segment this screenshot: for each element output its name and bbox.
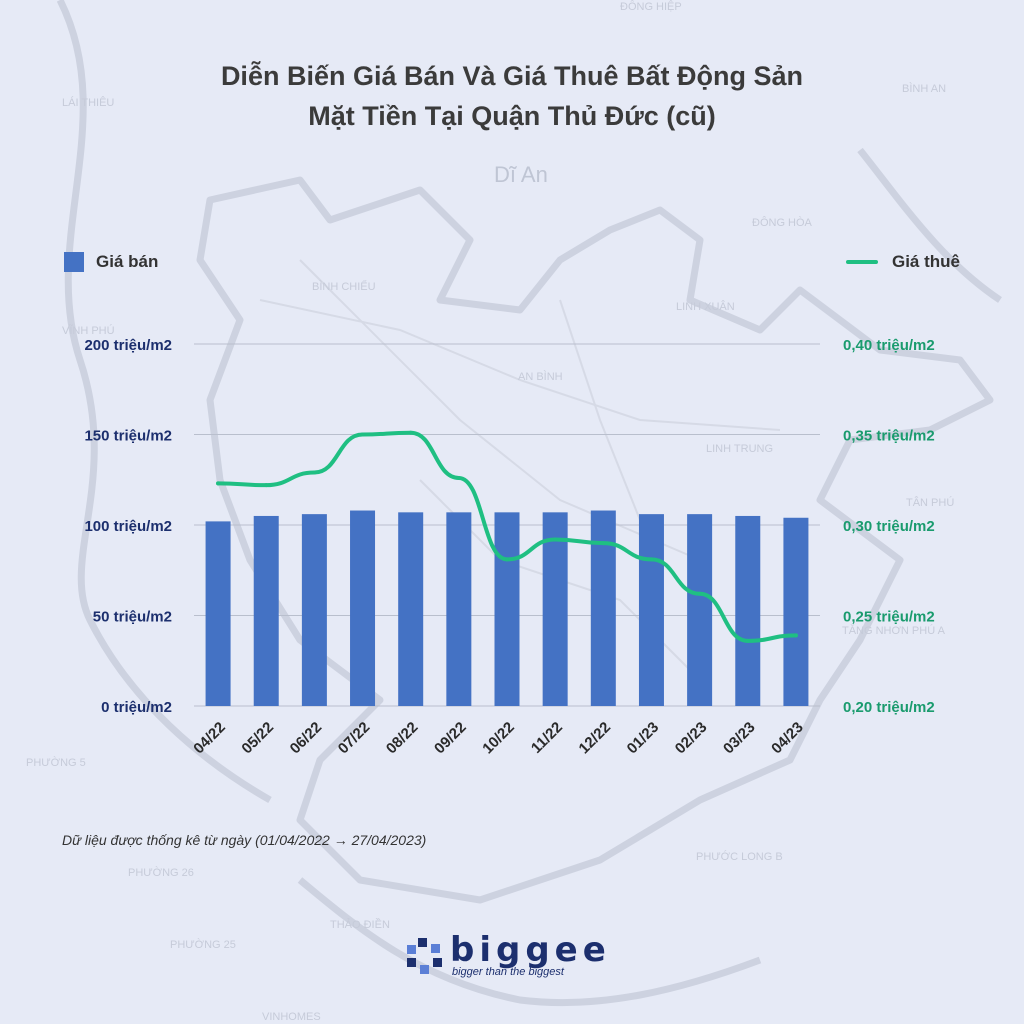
- chart-title-line1: Diễn Biến Giá Bán Và Giá Thuê Bất Động S…: [220, 61, 804, 91]
- right-axis-tick-label: 0,20 triệu/m2: [843, 699, 935, 716]
- x-axis-tick-label: 01/23: [624, 719, 663, 758]
- bar: [494, 512, 520, 706]
- map-label: LINH TRUNG: [706, 443, 773, 455]
- line-point: [745, 638, 750, 643]
- map-label: BÌNH AN: [902, 82, 946, 95]
- legend-line: Giá thuê: [845, 252, 960, 272]
- logo-brand: biggee: [450, 930, 611, 970]
- line-point: [649, 557, 654, 562]
- bar: [253, 515, 279, 706]
- right-axis-tick-label: 0,30 triệu/m2: [843, 518, 935, 535]
- x-axis-tick-label: 04/23: [768, 719, 807, 758]
- line-point: [216, 481, 221, 486]
- map-label: PHƯỜNG 25: [170, 938, 236, 951]
- chart-title-line2: Mặt Tiền Tại Quận Thủ Đức (cũ): [308, 101, 716, 131]
- left-axis-tick-label: 100 triệu/m2: [84, 518, 172, 535]
- line-point: [553, 537, 558, 542]
- bar: [638, 514, 664, 706]
- x-axis-tick-label: 06/22: [287, 719, 326, 758]
- line-point: [312, 470, 317, 475]
- x-axis-tick-label: 11/22: [528, 719, 566, 757]
- map-label: LÁI THIÊU: [62, 96, 114, 109]
- right-axis-tick-label: 0,35 triệu/m2: [843, 428, 935, 445]
- line-point: [601, 541, 606, 546]
- x-axis-tick-label: 04/22: [190, 719, 229, 758]
- line-point: [697, 591, 702, 596]
- bar: [205, 521, 231, 706]
- data-note: Dữ liệu được thống kê từ ngày (01/04/202…: [62, 832, 427, 848]
- x-axis-tick-label: 09/22: [431, 719, 470, 758]
- left-axis-tick-label: 50 triệu/m2: [93, 609, 172, 626]
- map-label: ĐÔNG HIỆP: [620, 0, 682, 13]
- x-axis-tick-label: 03/23: [720, 719, 759, 758]
- biggee-logo: biggee bigger than the biggest: [404, 930, 611, 978]
- map-label: VĨNH PHÚ: [62, 324, 115, 337]
- x-axis-tick-label: 10/22: [479, 719, 518, 758]
- bar: [446, 512, 472, 706]
- bar: [783, 517, 809, 706]
- map-label: ĐÔNG HÒA: [752, 216, 813, 229]
- line-point: [456, 475, 461, 480]
- legend-bar-label: Giá bán: [96, 252, 159, 271]
- map-label: LINH XUÂN: [676, 300, 735, 313]
- x-axis-tick-label: 05/22: [238, 719, 277, 758]
- map-label: PHƯỜNG 26: [128, 866, 194, 879]
- map-label: BÌNH CHIỂU: [312, 280, 376, 293]
- line-point: [264, 483, 269, 488]
- map-label: Dĩ An: [494, 162, 548, 187]
- left-axis-tick-label: 150 triệu/m2: [84, 428, 172, 445]
- map-label: TĂNG NHƠN PHÚ A: [842, 624, 946, 637]
- legend-bar: Giá bán: [64, 252, 158, 272]
- map-label: AN BÌNH: [518, 370, 563, 383]
- x-axis-tick-label: 08/22: [383, 719, 422, 758]
- map-label: VINHOMES: [262, 1011, 321, 1023]
- line-point: [793, 633, 798, 638]
- map-label: PHƯỚC LONG B: [696, 850, 783, 863]
- line-point: [505, 557, 509, 562]
- map-label: THẢO ĐIỀN: [330, 918, 390, 931]
- x-axis-tick-label: 12/22: [576, 719, 615, 758]
- left-axis-tick-label: 0 triệu/m2: [101, 699, 172, 716]
- logo-icon: [407, 938, 442, 974]
- bar: [735, 515, 761, 706]
- legend-line-swatch: [845, 260, 878, 264]
- map-label: PHƯỜNG 5: [26, 756, 86, 769]
- bar: [590, 510, 616, 706]
- bar: [542, 512, 568, 706]
- legend-bar-swatch: [64, 252, 84, 272]
- right-axis-tick-label: 0,40 triệu/m2: [843, 337, 935, 354]
- logo-slogan: bigger than the biggest: [452, 966, 564, 978]
- bar: [687, 514, 713, 706]
- legend-line-label: Giá thuê: [891, 252, 960, 271]
- line-point: [408, 430, 413, 435]
- bar: [301, 514, 327, 706]
- x-axis-tick-label: 02/23: [672, 719, 711, 758]
- bar: [398, 512, 424, 706]
- line-point: [360, 432, 365, 437]
- x-axis-tick-label: 07/22: [335, 719, 374, 758]
- left-axis-tick-label: 200 triệu/m2: [84, 337, 172, 354]
- map-label: TÂN PHÚ: [906, 496, 954, 509]
- bar: [350, 510, 376, 706]
- right-axis-tick-label: 0,25 triệu/m2: [843, 609, 935, 626]
